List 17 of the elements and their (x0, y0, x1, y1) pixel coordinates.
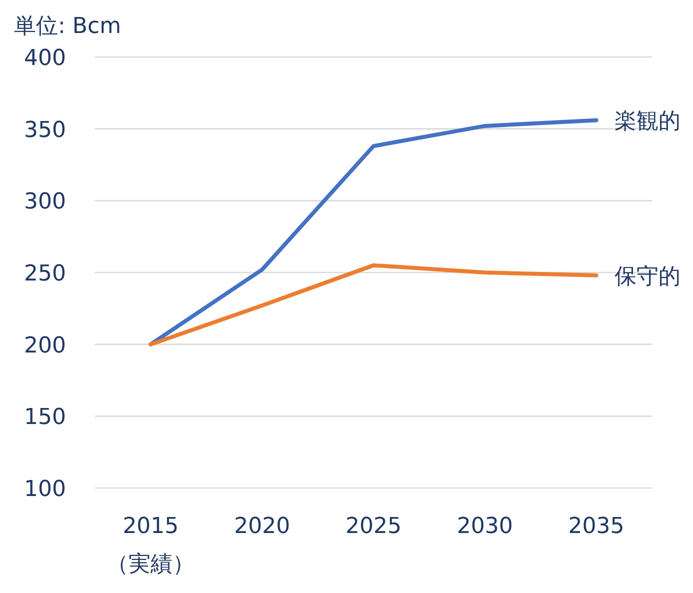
y-tick-label: 300 (24, 190, 66, 215)
series-label: 楽観的 (614, 109, 680, 134)
y-tick-label: 200 (24, 333, 66, 358)
series-label: 保守的 (614, 264, 680, 290)
line-series (148, 263, 598, 346)
x-tick-label: 2015（実績） (106, 513, 196, 579)
y-tick-label: 250 (24, 262, 66, 286)
y-tick-label: 350 (24, 118, 66, 143)
line-series (148, 118, 598, 346)
y-axis-title: 単位: Bcm (14, 14, 122, 39)
x-tick-label: 2035 (567, 513, 626, 541)
x-tick-label: 2025 (344, 513, 402, 541)
x-tick-label: 2030 (456, 513, 514, 541)
y-tick-label: 400 (24, 46, 66, 71)
x-tick-label: 2020 (233, 513, 292, 541)
y-tick-label: 100 (24, 477, 66, 502)
y-tick-label: 150 (24, 405, 66, 430)
